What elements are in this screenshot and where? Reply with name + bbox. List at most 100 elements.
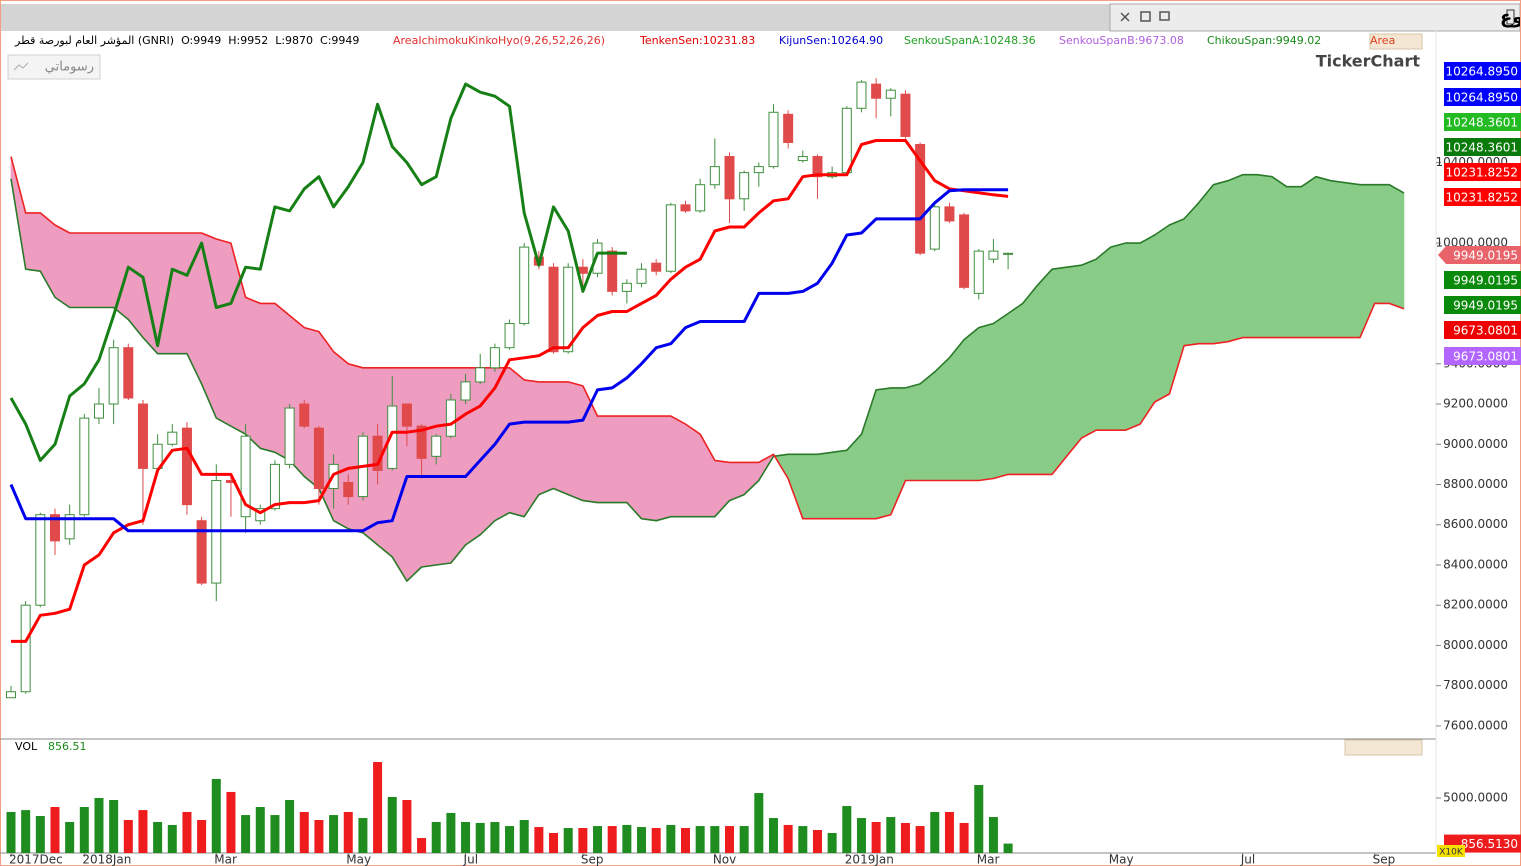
candle-body [768, 111, 779, 168]
volume-bar [21, 810, 31, 853]
x-tick-label: 2018Jan [82, 853, 131, 866]
cloud-fill [875, 387, 892, 520]
x-tick-label: Sep [1373, 853, 1396, 866]
candle-body [35, 514, 46, 606]
volume-bar [754, 793, 764, 853]
volume-bar [123, 820, 133, 853]
volume-bar [783, 824, 793, 853]
indicator-line [10, 173, 1405, 582]
volume-bar [637, 827, 647, 853]
candle-body [93, 403, 104, 419]
candle-body [196, 520, 207, 584]
cloud-fill [1066, 264, 1082, 458]
cloud-fill [406, 367, 422, 582]
volume-bar [153, 821, 163, 853]
cloud-fill [216, 238, 232, 427]
candle-body [123, 347, 134, 399]
y-tick-label: 8000.0000 [1443, 638, 1508, 652]
cloud-fill [949, 338, 965, 481]
window-controls[interactable] [1120, 11, 1170, 22]
candle-body [739, 172, 750, 200]
detach-icon[interactable] [1159, 11, 1170, 21]
price-label-box [1444, 188, 1521, 206]
button-label[interactable]: رسوماتي [45, 60, 94, 75]
price-label: 9673.0801 [1453, 350, 1518, 364]
candle-body [944, 206, 955, 222]
cloud-fill [817, 451, 833, 520]
cloud-fill [553, 381, 569, 496]
price-label: 10248.3601 [1445, 116, 1518, 130]
volume-bar [871, 821, 881, 853]
my-drawings-button[interactable] [7, 54, 101, 80]
x-tick-label: Mar [977, 853, 1000, 866]
price-label-box [1444, 296, 1521, 314]
candle-body [240, 435, 251, 518]
volume-title: VOL [15, 740, 38, 753]
multiplier-label: X10K [1439, 848, 1464, 858]
cloud-fill [1037, 268, 1053, 475]
candle-body [988, 250, 999, 260]
candle-body [299, 403, 310, 427]
candle-body [885, 89, 896, 99]
volume-bar [798, 826, 808, 853]
price-label-box [1444, 163, 1521, 181]
cloud-fill [523, 379, 540, 518]
y-tick-label: 9200.0000 [1443, 397, 1508, 411]
cloud-fill [1389, 184, 1405, 310]
restore-icon[interactable] [1140, 11, 1151, 22]
x-tick-label: Sep [581, 853, 604, 866]
cloud-fill [1125, 242, 1141, 431]
volume-bar [944, 811, 954, 853]
cloud-fill [963, 326, 980, 481]
volume-bar [358, 818, 368, 853]
cloud-fill [641, 415, 657, 522]
volume-bar [724, 826, 734, 853]
watermark: TickerChart [1316, 52, 1421, 71]
y-tick-label: 8200.0000 [1443, 598, 1508, 612]
candle-body [665, 204, 676, 272]
volume-bar [299, 811, 309, 853]
y-tick-label: 8400.0000 [1443, 557, 1508, 571]
cloud-fill [538, 381, 554, 496]
volume-pane-controls[interactable] [1344, 739, 1423, 756]
volume-bar [900, 822, 910, 853]
x-tick-label: May [346, 853, 371, 866]
candle-body [856, 81, 867, 109]
candle-body [387, 405, 398, 469]
checkbox[interactable] [1506, 9, 1515, 25]
cloud-fill [1315, 176, 1331, 338]
volume-bar [50, 807, 60, 853]
cloud-fill [597, 415, 613, 503]
candle-body [504, 323, 515, 349]
volume-bar [812, 830, 822, 853]
candle-body [724, 156, 735, 200]
cloud-fill [1095, 246, 1111, 431]
price-pane-controls[interactable] [1369, 33, 1423, 50]
y-tick-label: 7800.0000 [1443, 678, 1508, 692]
cloud-fill [1286, 186, 1302, 338]
volume-bar [768, 818, 778, 853]
price-label: 10231.8252 [1445, 166, 1518, 180]
candle-body [284, 407, 295, 465]
volume-bar [710, 826, 720, 853]
close-icon[interactable] [1120, 12, 1130, 22]
volume-bar [373, 762, 383, 853]
legend-entry: SenkouSpanA:10248.36 [904, 34, 1036, 47]
volume-bar [475, 822, 485, 853]
volume-bar [65, 821, 75, 853]
candle-body [783, 113, 794, 143]
legend-entry: TenkenSen:10231.83 [639, 34, 755, 47]
candle-body [871, 83, 882, 99]
pane-controls[interactable] [1344, 33, 1423, 756]
volume-bar [534, 827, 544, 853]
candle-body [64, 514, 75, 540]
volume-bar [930, 811, 940, 853]
volume-bar [182, 811, 192, 853]
price-label-box [1444, 271, 1521, 289]
volume-bar [607, 826, 617, 853]
candle-body [651, 262, 662, 272]
candle-body [607, 250, 618, 292]
cloud-fill [259, 303, 276, 453]
candle-body [255, 508, 266, 522]
